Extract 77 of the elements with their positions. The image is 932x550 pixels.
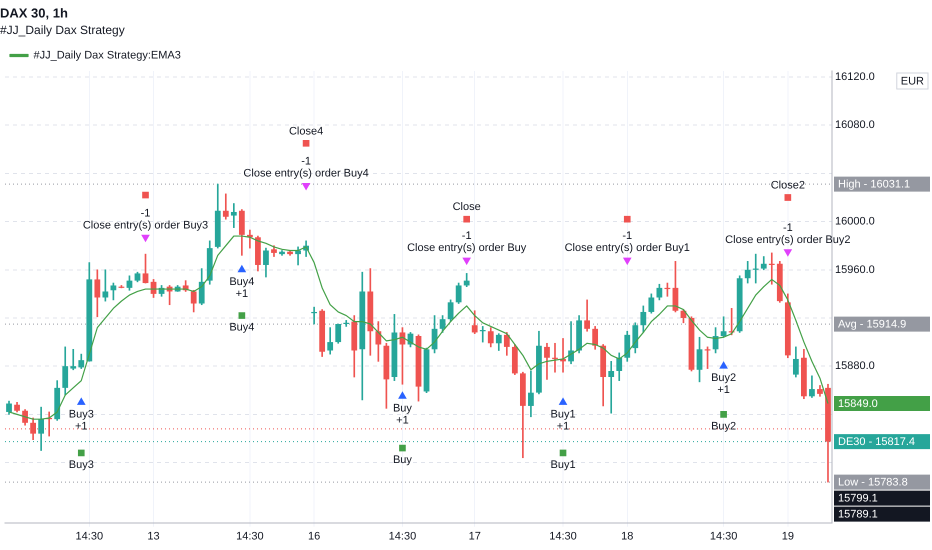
point [398, 392, 406, 399]
data-label: Buy1 [550, 458, 576, 471]
x-tick-label: 14:30 [710, 530, 738, 542]
y-tick-label: 16080.0 [835, 119, 875, 132]
annotation: +1 [396, 414, 409, 426]
annotation: -1 [301, 155, 311, 168]
point [142, 234, 150, 242]
point [77, 398, 86, 405]
data-label: Buy4 [229, 276, 254, 288]
point [784, 194, 792, 201]
x-tick-label: 16 [308, 530, 320, 542]
point [720, 362, 728, 369]
data-label: Buy2 [711, 420, 736, 432]
x-tick-label: 18 [621, 530, 634, 542]
ref-line-label: High - 16031.1 [838, 178, 910, 191]
data-label: Buy [392, 402, 412, 414]
data-label: Close entry(s) order Buy2 [725, 234, 851, 246]
point [302, 140, 310, 147]
x-tick-label: 17 [468, 530, 481, 542]
point [784, 249, 792, 256]
point [624, 216, 631, 223]
data-label: Close4 [288, 125, 324, 138]
point [78, 450, 85, 456]
candlestick [400, 327, 406, 385]
x-tick-label: 14:30 [236, 530, 264, 542]
annotation: -1 [140, 207, 150, 220]
ref-line-label: DE30 - 15817.4 [838, 436, 916, 448]
point [238, 265, 246, 272]
data-label: Close entry(s) order Buy [407, 242, 527, 254]
annotation: -1 [782, 222, 793, 234]
point [462, 258, 471, 265]
chart-title: DAX 30, 1h [0, 5, 68, 20]
data-label: Close entry(s) order Buy3 [82, 219, 208, 232]
point [559, 398, 567, 405]
data-label: Buy4 [229, 322, 254, 334]
x-tick-label: 19 [782, 530, 794, 542]
annotation: +1 [236, 288, 248, 300]
point [720, 411, 727, 418]
annotation: -1 [622, 230, 632, 242]
data-label: Buy3 [68, 458, 94, 471]
x-tick-label: 14:30 [549, 530, 577, 542]
data-label: Buy3 [68, 408, 94, 420]
ref-line-label: Avg - 15914.9 [838, 318, 906, 331]
x-tick-label: 14:30 [76, 530, 104, 542]
y-tick-label: 16120.0 [835, 71, 875, 84]
candlestick [295, 246, 301, 266]
point [142, 192, 149, 198]
x-tick-label: 14:30 [388, 530, 416, 542]
data-label: Buy2 [711, 372, 736, 384]
y-tick-label: 15880.0 [835, 360, 875, 372]
point [399, 444, 406, 452]
data-label: Buy1 [550, 408, 576, 420]
data-label: 15849.0 [838, 398, 878, 410]
annotation: +1 [556, 420, 570, 432]
point [623, 258, 632, 265]
ref-line-label: Low - 15783.8 [838, 476, 908, 489]
annotation: -1 [462, 230, 472, 242]
data-label: Close entry(s) order Buy1 [564, 242, 690, 254]
data-label: Buy [392, 454, 412, 466]
x-tick-label: 13 [147, 530, 160, 542]
annotation: +1 [75, 420, 88, 432]
data-label: Close2 [770, 180, 805, 192]
y-axis-title: EUR [900, 76, 924, 88]
data-label: Close entry(s) order Buy4 [243, 167, 369, 180]
text: 15799.1 [838, 492, 878, 505]
data-label: Close [452, 201, 481, 214]
chart-subtitle: #JJ_Daily Dax Strategy [0, 23, 125, 38]
legend-label: #JJ_Daily Dax Strategy:EMA3 [34, 50, 181, 62]
y-tick-label: 16000.0 [835, 216, 875, 228]
point [302, 182, 310, 190]
point [463, 216, 470, 223]
point [238, 312, 246, 319]
text: 15789.1 [838, 508, 878, 521]
annotation: +1 [717, 384, 730, 396]
y-tick-label: 15960.0 [835, 264, 875, 276]
point [560, 450, 566, 456]
candlestick [552, 342, 558, 373]
